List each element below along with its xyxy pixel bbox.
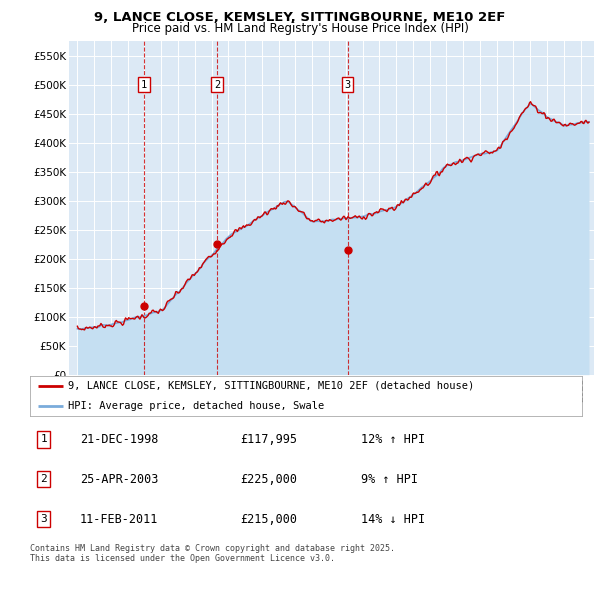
Text: 25-APR-2003: 25-APR-2003 (80, 473, 158, 486)
Text: 2: 2 (214, 80, 220, 90)
Text: 3: 3 (40, 514, 47, 525)
Text: HPI: Average price, detached house, Swale: HPI: Average price, detached house, Swal… (68, 401, 324, 411)
Text: 1: 1 (141, 80, 147, 90)
Text: 1: 1 (40, 434, 47, 444)
Text: 9, LANCE CLOSE, KEMSLEY, SITTINGBOURNE, ME10 2EF (detached house): 9, LANCE CLOSE, KEMSLEY, SITTINGBOURNE, … (68, 381, 474, 391)
Text: £117,995: £117,995 (240, 433, 297, 446)
Text: £225,000: £225,000 (240, 473, 297, 486)
Text: 21-DEC-1998: 21-DEC-1998 (80, 433, 158, 446)
Text: Contains HM Land Registry data © Crown copyright and database right 2025.
This d: Contains HM Land Registry data © Crown c… (30, 544, 395, 563)
Text: 14% ↓ HPI: 14% ↓ HPI (361, 513, 425, 526)
Text: 11-FEB-2011: 11-FEB-2011 (80, 513, 158, 526)
Text: £215,000: £215,000 (240, 513, 297, 526)
Text: 9% ↑ HPI: 9% ↑ HPI (361, 473, 418, 486)
Text: Price paid vs. HM Land Registry's House Price Index (HPI): Price paid vs. HM Land Registry's House … (131, 22, 469, 35)
Text: 9, LANCE CLOSE, KEMSLEY, SITTINGBOURNE, ME10 2EF: 9, LANCE CLOSE, KEMSLEY, SITTINGBOURNE, … (94, 11, 506, 24)
Text: 2: 2 (40, 474, 47, 484)
Text: 12% ↑ HPI: 12% ↑ HPI (361, 433, 425, 446)
Text: 3: 3 (344, 80, 351, 90)
